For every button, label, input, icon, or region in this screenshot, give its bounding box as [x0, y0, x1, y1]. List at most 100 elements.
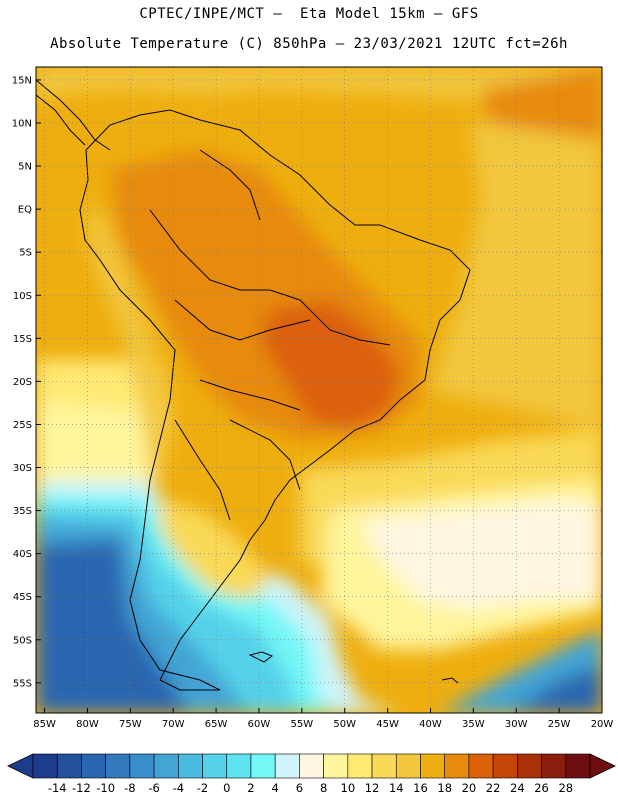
colorbar: [7, 753, 616, 779]
colorbar-swatch: [517, 753, 542, 779]
colorbar-arrow-right: [589, 753, 616, 779]
lon-tick-label: 25W: [548, 719, 571, 730]
lat-tick-label: 50S: [13, 635, 32, 646]
colorbar-label: 24: [510, 781, 525, 795]
colorbar-label: -6: [148, 781, 159, 795]
lon-tick-label: 20W: [591, 719, 614, 730]
colorbar-label: 0: [223, 781, 230, 795]
colorbar-label: 12: [365, 781, 380, 795]
colorbar-swatch: [178, 753, 203, 779]
colorbar-swatch: [105, 753, 131, 779]
latitude-axis: 15N 10N 5N EQ 5S 10S 15S 20S 25S 30S 35S 40S 45S 50S 5…: [12, 75, 41, 689]
lat-tick-label: 15S: [13, 334, 32, 345]
colorbar-label: 14: [389, 781, 404, 795]
colorbar-swatch: [32, 753, 58, 779]
lon-tick-label: 35W: [462, 719, 485, 730]
lat-tick-label: 30S: [13, 463, 32, 474]
chart-title-line2: Absolute Temperature (C) 850hPa – 23/03/…: [50, 36, 568, 52]
lon-tick-label: 70W: [162, 719, 185, 730]
colorbar-label: 2: [247, 781, 254, 795]
lat-tick-label: 10N: [12, 118, 32, 129]
lon-tick-label: 45W: [376, 719, 399, 730]
lon-tick-label: 85W: [33, 719, 56, 730]
colorbar-label: 10: [341, 781, 356, 795]
colorbar-swatch: [347, 753, 373, 779]
lon-tick-label: 55W: [291, 719, 314, 730]
lat-tick-label: 15N: [12, 75, 32, 86]
colorbar-swatch: [492, 753, 518, 779]
border-6: [229, 419, 301, 491]
colorbar-label: 20: [462, 781, 477, 795]
colorbar-arrow-left: [7, 753, 34, 779]
lon-tick-label: 75W: [119, 719, 142, 730]
colorbar-swatch: [202, 753, 228, 779]
lon-tick-label: 50W: [333, 719, 356, 730]
south-america-coast: [79, 109, 471, 691]
colorbar-labels: -14 -12 -10 -8 -6 -4 -2 0 2 4 6 8 10 12 14 16 18 20 22 24 26…: [48, 781, 573, 795]
colorbar-label: -14: [48, 781, 67, 795]
lat-tick-label: 5N: [18, 162, 32, 173]
colorbar-swatch: [153, 753, 179, 779]
temperature-field: [36, 67, 602, 713]
lat-tick-label: 25S: [13, 420, 32, 431]
colorbar-swatch: [541, 753, 567, 779]
colorbar-swatch: [444, 753, 470, 779]
colorbar-swatch: [420, 753, 445, 779]
colorbar-label: 16: [413, 781, 428, 795]
colorbar-swatch: [371, 753, 397, 779]
field-north-16-18: [36, 67, 602, 110]
colorbar-swatch: [299, 753, 324, 779]
chart-title-line1: CPTEC/INPE/MCT – Eta Model 15km – GFS: [139, 6, 479, 22]
colorbar-swatch: [323, 753, 349, 779]
colorbar-swatch: [226, 753, 252, 779]
colorbar-label: -4: [173, 781, 184, 795]
colorbar-swatch: [395, 753, 421, 779]
colorbar-label: -12: [72, 781, 91, 795]
caribbean-coast: [36, 94, 86, 146]
colorbar-label: 4: [272, 781, 279, 795]
colorbar-swatch: [129, 753, 155, 779]
lon-tick-label: 65W: [205, 719, 228, 730]
field-core-22-24: [260, 300, 400, 430]
lat-tick-label: 20S: [13, 377, 32, 388]
falklands: [248, 651, 274, 663]
border-3: [199, 379, 301, 411]
field-satl-6: [360, 500, 602, 610]
longitude-axis: 85W 80W 75W 70W 65W 60W 55W 50W 45W 40W 35W 30W 25W 2…: [33, 708, 613, 730]
colorbar-label: 28: [558, 781, 573, 795]
colorbar-label: -2: [197, 781, 208, 795]
lat-tick-label: 45S: [13, 592, 32, 603]
colorbar-swatch: [81, 753, 106, 779]
border-2: [174, 299, 311, 341]
lat-tick-label: 5S: [19, 248, 32, 259]
border-1: [149, 209, 301, 301]
colorbar-label: 8: [320, 781, 327, 795]
lon-tick-label: 30W: [505, 719, 528, 730]
colorbar-swatch: [56, 753, 82, 779]
colorbar-label: -8: [124, 781, 135, 795]
lat-tick-label: 10S: [13, 291, 32, 302]
colorbar-label: 6: [296, 781, 303, 795]
border-7: [174, 419, 231, 521]
field-patagonia: [160, 500, 270, 600]
lat-tick-label: 35S: [13, 506, 32, 517]
colorbar-swatch: [250, 753, 276, 779]
field-south-neg8: [36, 540, 190, 713]
border-5: [199, 149, 261, 221]
lat-tick-label: 55S: [13, 678, 32, 689]
colorbar-swatch: [274, 753, 300, 779]
central-america-coast: [36, 79, 111, 151]
map-frame: [35, 66, 603, 714]
south-georgia: [441, 677, 459, 684]
coastlines: [36, 79, 471, 691]
colorbar-label: 26: [534, 781, 549, 795]
colorbar-label: 18: [437, 781, 452, 795]
colorbar-swatch: [468, 753, 494, 779]
colorbar-label: -10: [96, 781, 115, 795]
colorbar-label: 22: [486, 781, 501, 795]
lat-tick-label: 40S: [13, 549, 32, 560]
field-se-colder: [510, 665, 602, 713]
lat-tick-label: EQ: [18, 205, 32, 216]
lon-tick-label: 40W: [419, 719, 442, 730]
